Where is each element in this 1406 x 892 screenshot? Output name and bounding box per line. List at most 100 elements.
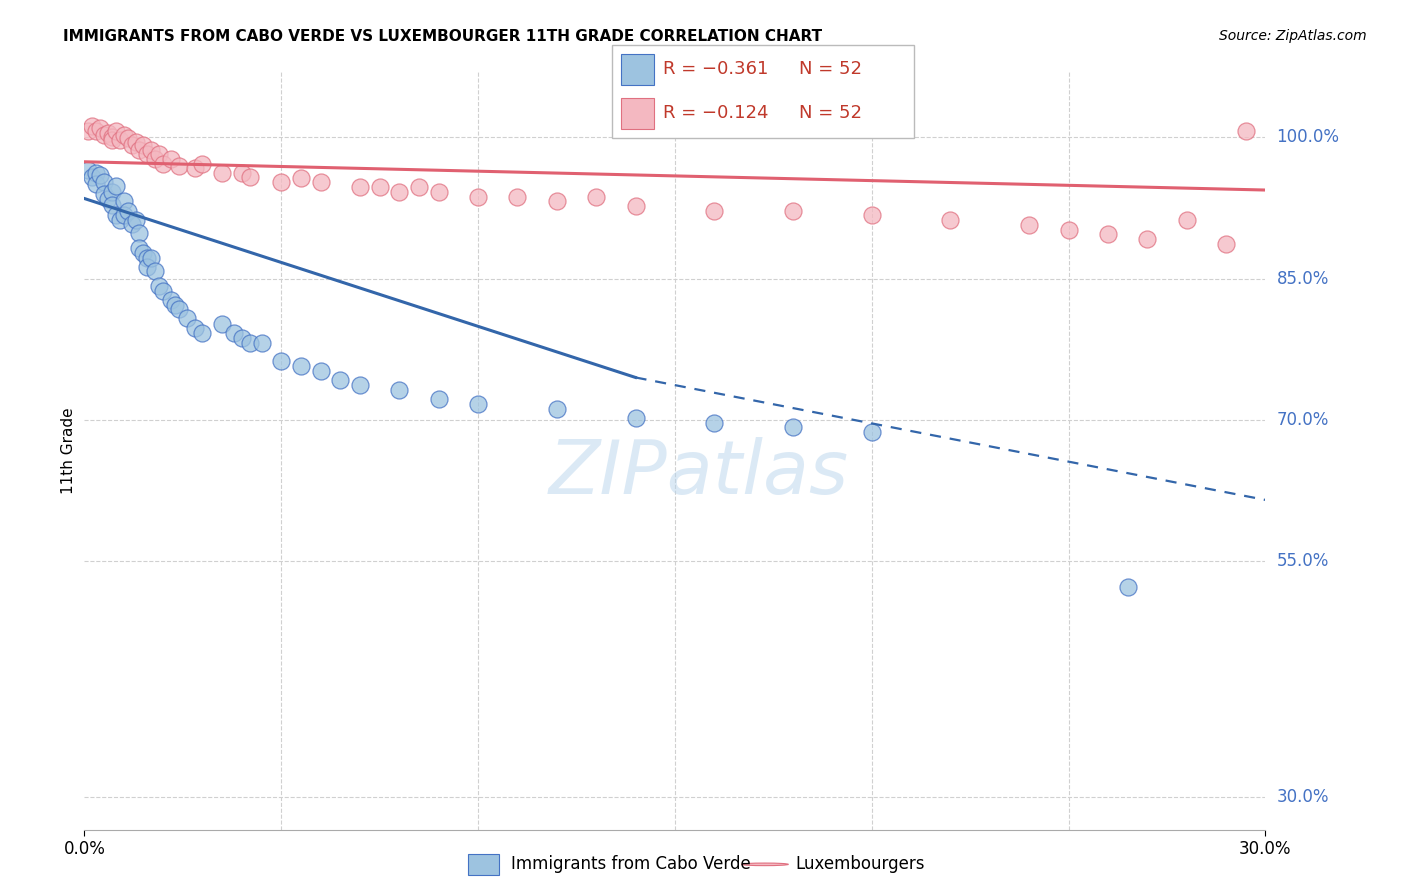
Point xyxy=(82,169,104,184)
Point xyxy=(349,378,371,392)
Point xyxy=(309,176,332,190)
Point xyxy=(121,137,143,152)
Point xyxy=(860,209,883,223)
Point xyxy=(239,169,262,184)
Point xyxy=(89,168,111,182)
FancyBboxPatch shape xyxy=(468,855,499,875)
Point xyxy=(93,186,115,201)
Point xyxy=(1116,580,1139,594)
Text: Source: ZipAtlas.com: Source: ZipAtlas.com xyxy=(1219,29,1367,43)
Point xyxy=(143,264,166,278)
Point xyxy=(132,246,155,260)
Point xyxy=(939,213,962,227)
Text: N = 52: N = 52 xyxy=(799,104,862,122)
FancyBboxPatch shape xyxy=(620,54,654,85)
Point xyxy=(782,203,804,218)
Point xyxy=(388,383,411,397)
Point xyxy=(141,251,163,265)
Point xyxy=(104,124,127,138)
Point xyxy=(388,185,411,199)
Point xyxy=(128,143,150,157)
Point xyxy=(183,161,205,176)
Point xyxy=(152,284,174,298)
Point xyxy=(191,326,214,341)
Point xyxy=(703,416,725,430)
Point xyxy=(97,192,120,206)
Point xyxy=(101,130,124,145)
Point xyxy=(506,189,529,203)
Point xyxy=(467,189,489,203)
Point xyxy=(84,166,107,180)
Point xyxy=(93,128,115,143)
Point xyxy=(89,120,111,135)
Text: 85.0%: 85.0% xyxy=(1277,269,1329,287)
Point xyxy=(160,293,183,308)
Point xyxy=(290,170,312,185)
Point xyxy=(1175,213,1198,227)
Point xyxy=(128,242,150,256)
Point xyxy=(290,359,312,373)
Point xyxy=(108,133,131,147)
Text: N = 52: N = 52 xyxy=(799,60,862,78)
Point xyxy=(136,251,159,265)
Point xyxy=(117,203,139,218)
Point xyxy=(1057,222,1080,236)
Point xyxy=(104,179,127,194)
Point xyxy=(176,311,198,326)
Point xyxy=(128,227,150,241)
Point xyxy=(546,194,568,209)
Point xyxy=(1136,232,1159,246)
Point xyxy=(211,166,233,180)
Point xyxy=(167,301,190,316)
Point xyxy=(136,260,159,275)
Point xyxy=(112,128,135,143)
Point xyxy=(160,152,183,166)
Text: R = −0.361: R = −0.361 xyxy=(664,60,768,78)
Point xyxy=(77,124,100,138)
Point xyxy=(101,133,124,147)
Point xyxy=(124,213,146,227)
Point xyxy=(427,392,450,406)
Point xyxy=(1234,124,1257,138)
Point xyxy=(97,126,120,140)
Point xyxy=(231,166,253,180)
Text: Immigrants from Cabo Verde: Immigrants from Cabo Verde xyxy=(512,855,751,873)
Point xyxy=(624,411,647,425)
Point xyxy=(408,180,430,194)
Point xyxy=(368,180,391,194)
Point xyxy=(703,203,725,218)
Text: 70.0%: 70.0% xyxy=(1277,411,1329,429)
Point xyxy=(132,137,155,152)
Y-axis label: 11th Grade: 11th Grade xyxy=(60,407,76,494)
Point xyxy=(167,159,190,173)
Point xyxy=(349,180,371,194)
Point xyxy=(1097,227,1119,242)
Point xyxy=(124,135,146,149)
Point xyxy=(231,331,253,345)
Point xyxy=(270,176,292,190)
Point xyxy=(1215,236,1237,251)
Point xyxy=(101,185,124,199)
FancyBboxPatch shape xyxy=(612,45,914,138)
Point xyxy=(136,147,159,161)
Point xyxy=(546,401,568,416)
Point xyxy=(191,156,214,170)
Point xyxy=(112,194,135,209)
Point xyxy=(93,176,115,190)
Point xyxy=(250,335,273,350)
Point xyxy=(143,152,166,166)
Point xyxy=(309,364,332,378)
Point xyxy=(152,156,174,170)
Point xyxy=(112,207,135,221)
Point xyxy=(270,354,292,368)
Point xyxy=(467,397,489,411)
Text: 100.0%: 100.0% xyxy=(1277,128,1340,146)
Point xyxy=(101,198,124,212)
Point xyxy=(148,279,170,293)
Point xyxy=(211,317,233,331)
Text: 55.0%: 55.0% xyxy=(1277,552,1329,570)
Point xyxy=(329,373,352,387)
Text: R = −0.124: R = −0.124 xyxy=(664,104,769,122)
Point xyxy=(121,217,143,231)
Point xyxy=(148,147,170,161)
